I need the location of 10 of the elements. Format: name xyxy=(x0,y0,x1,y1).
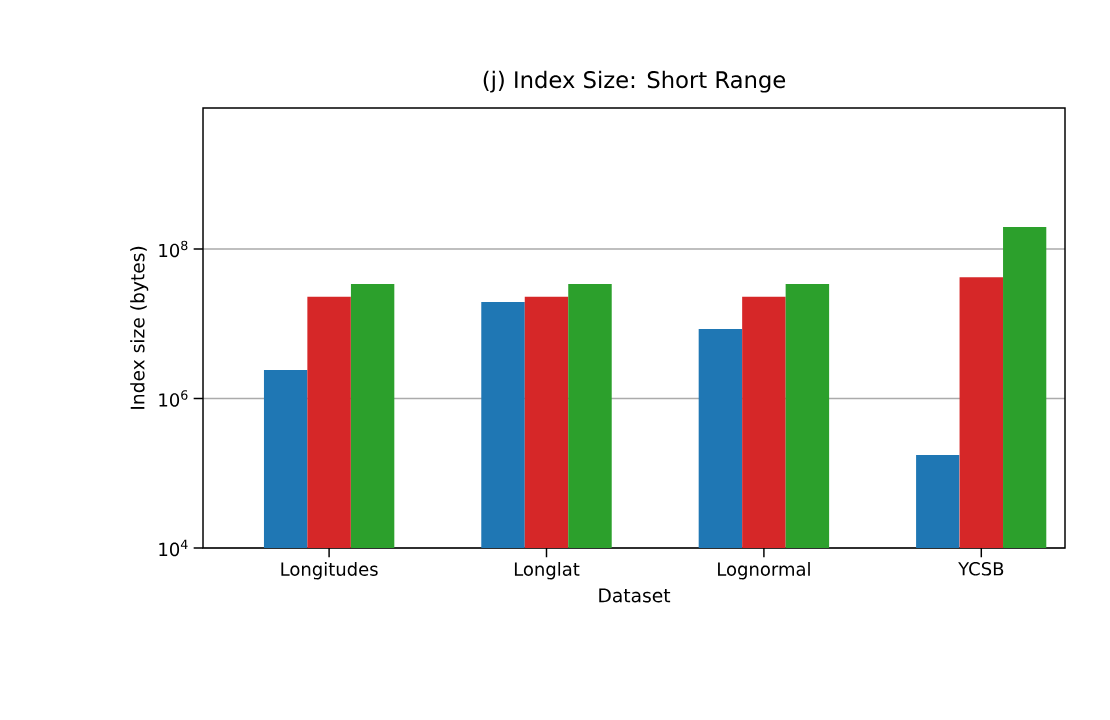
x-tick-label: Longitudes xyxy=(281,562,378,580)
y-tick-label: 10$^{6}$ xyxy=(159,390,188,407)
y-axis-title: Index size (bytes) xyxy=(130,246,149,409)
y-tick-label: 10$^{4}$ xyxy=(159,539,188,557)
x-axis-title: Dataset xyxy=(599,588,671,603)
x-tick-label: YCSB xyxy=(958,562,1004,576)
chart-title: (j) Index Size: Short Range xyxy=(483,70,786,93)
x-tick-label: Lognormal xyxy=(718,562,810,580)
y-tick-label: 10$^{8}$ xyxy=(159,240,188,258)
x-tick-label: Longlat xyxy=(514,562,580,580)
